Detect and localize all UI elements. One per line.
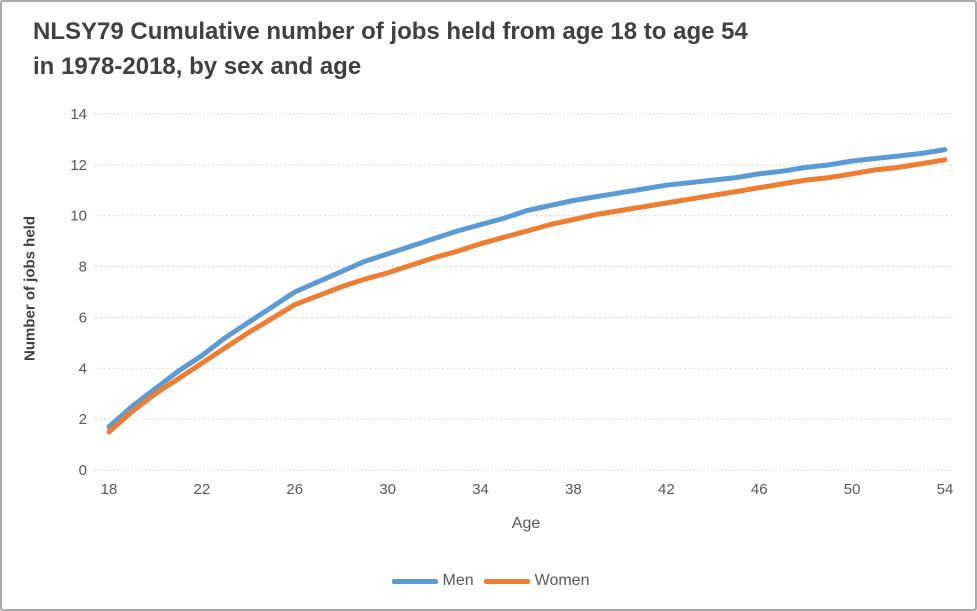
series-line-men <box>106 147 948 430</box>
men-line-swatch <box>391 578 438 584</box>
legend: Men Women <box>2 572 975 590</box>
legend-item-women: Women <box>483 572 590 590</box>
x-tick-label-18: 18 <box>101 481 118 498</box>
series-line-women <box>106 157 948 435</box>
x-tick-label-34: 34 <box>472 481 489 498</box>
chart-title-line2: in 1978-2018, by sex and age <box>33 53 362 80</box>
y-tick-label-10: 10 <box>70 208 87 225</box>
chart-title: NLSY79 Cumulative number of jobs held fr… <box>33 14 893 84</box>
x-tick-label-38: 38 <box>565 481 582 498</box>
y-tick-label-14: 14 <box>70 106 87 123</box>
y-tick-label-6: 6 <box>79 309 87 326</box>
y-tick-label-0: 0 <box>79 462 87 479</box>
x-tick-label-22: 22 <box>194 481 211 498</box>
x-tick-label-54: 54 <box>937 481 954 498</box>
x-tick-label-30: 30 <box>379 481 396 498</box>
y-tick-label-12: 12 <box>70 157 87 174</box>
y-tick-label-2: 2 <box>79 411 87 428</box>
x-tick-label-42: 42 <box>658 481 675 498</box>
y-tick-label-8: 8 <box>79 259 87 276</box>
women-line-swatch <box>483 578 530 584</box>
x-tick-label-46: 46 <box>751 481 768 498</box>
x-axis-title: Age <box>511 515 541 532</box>
y-tick-label-4: 4 <box>79 360 87 377</box>
x-tick-label-26: 26 <box>286 481 303 498</box>
legend-label-men: Men <box>442 572 474 589</box>
x-tick-label-50: 50 <box>844 481 861 498</box>
legend-label-women: Women <box>534 572 590 589</box>
legend-item-men: Men <box>391 572 474 590</box>
chart-title-line1: NLSY79 Cumulative number of jobs held fr… <box>33 18 748 45</box>
